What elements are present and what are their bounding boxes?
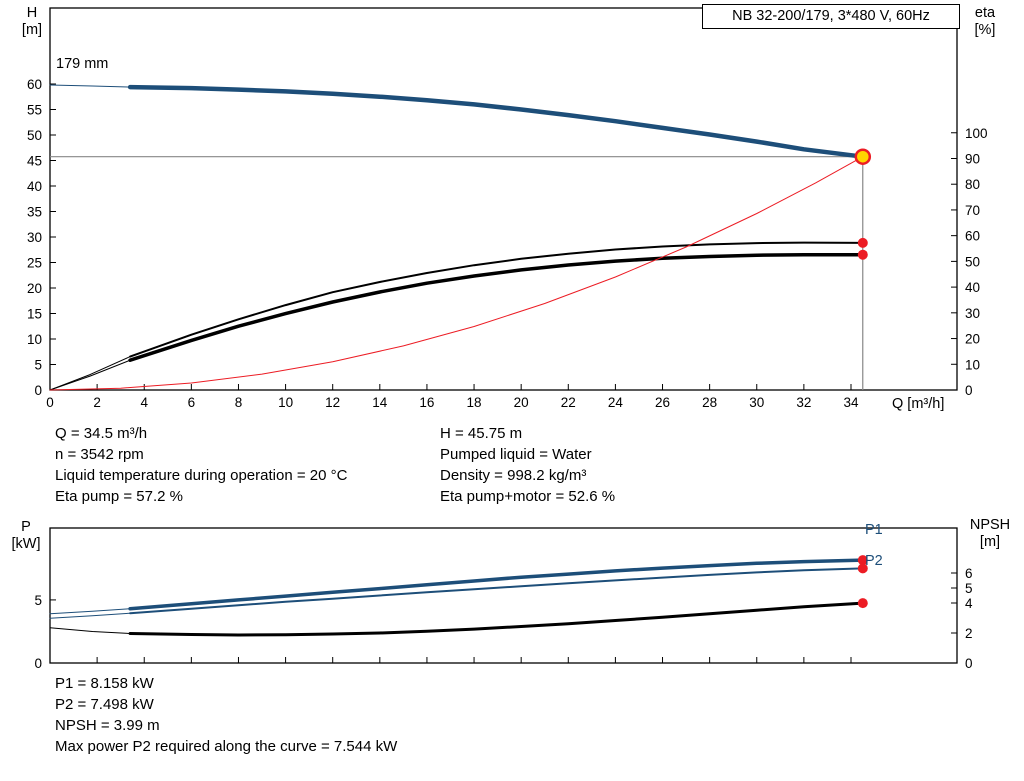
y-left-tick-label: 25 bbox=[27, 255, 42, 270]
y-right-tick-label: 0 bbox=[965, 383, 973, 398]
eta-pump-motor-curve bbox=[128, 252, 865, 362]
pump-title-box: NB 32-200/179, 3*480 V, 60Hz bbox=[702, 4, 960, 29]
p2-curve-label: P2 bbox=[865, 553, 883, 569]
y-left-tick-label: 60 bbox=[27, 77, 42, 92]
h-axis-label: H [m] bbox=[21, 5, 43, 38]
y-right-tick-label: 10 bbox=[965, 357, 980, 372]
system-curve bbox=[49, 156, 864, 391]
y-left-tick-label: 35 bbox=[27, 204, 42, 219]
npsh-point bbox=[857, 598, 868, 609]
y-left-tick-label: 45 bbox=[27, 153, 42, 168]
y-left-tick-label: 55 bbox=[27, 102, 42, 117]
y-left-tick-label: 50 bbox=[27, 128, 42, 143]
x-tick-label: 4 bbox=[140, 395, 148, 410]
x-tick-label: 2 bbox=[93, 395, 101, 410]
eta-pump-motor-curve-lead bbox=[49, 359, 131, 391]
p2-value: P2 = 7.498 kW bbox=[55, 696, 154, 713]
head-curve-lead bbox=[49, 84, 131, 88]
y-right-tick-label: 4 bbox=[965, 596, 973, 611]
speed-value: n = 3542 rpm bbox=[55, 446, 144, 463]
y-left-tick-label: 0 bbox=[34, 656, 42, 671]
y-left-tick-label: 0 bbox=[34, 383, 42, 398]
p1-point bbox=[857, 555, 868, 566]
power-data-block: P1 = 8.158 kW P2 = 7.498 kW NPSH = 3.99 … bbox=[55, 673, 397, 757]
y-right-tick-label: 5 bbox=[965, 581, 973, 596]
y-left-tick-label: 5 bbox=[34, 593, 42, 608]
p2-curve bbox=[129, 567, 864, 615]
p1-curve bbox=[128, 558, 865, 611]
p1-curve-label: P1 bbox=[865, 522, 883, 538]
density-value: Density = 998.2 kg/m³ bbox=[440, 467, 587, 484]
y-right-tick-label: 90 bbox=[965, 151, 980, 166]
p2-curve-lead bbox=[49, 612, 131, 619]
npsh-axis-label: NPSH [m] bbox=[969, 517, 1011, 550]
p1-value: P1 = 8.158 kW bbox=[55, 675, 154, 692]
head-curve bbox=[127, 84, 866, 159]
y-right-tick-label: 30 bbox=[965, 306, 980, 321]
y-right-tick-label: 70 bbox=[965, 203, 980, 218]
y-left-tick-label: 15 bbox=[27, 306, 42, 321]
y-right-tick-label: 80 bbox=[965, 177, 980, 192]
p2-point bbox=[857, 563, 868, 574]
eta-pump-curve bbox=[129, 241, 864, 358]
x-tick-label: 32 bbox=[796, 395, 811, 410]
x-tick-label: 20 bbox=[514, 395, 529, 410]
eta-pump-curve-lead bbox=[49, 356, 131, 391]
eta-pump-motor-value: Eta pump+motor = 52.6 % bbox=[440, 488, 616, 505]
operating-data-right-column: H = 45.75 m Pumped liquid = Water Densit… bbox=[440, 423, 615, 507]
x-tick-label: 26 bbox=[655, 395, 670, 410]
x-tick-label: 14 bbox=[372, 395, 388, 410]
npsh-curve bbox=[128, 601, 865, 637]
eta-pump-point bbox=[857, 237, 868, 248]
power-npsh-chart-frame bbox=[49, 527, 958, 664]
y-right-tick-label: 50 bbox=[965, 254, 980, 269]
y-right-tick-label: 60 bbox=[965, 229, 980, 244]
x-tick-label: 30 bbox=[749, 395, 764, 410]
x-tick-label: 24 bbox=[608, 395, 624, 410]
x-tick-label: 6 bbox=[188, 395, 196, 410]
impeller-diameter-label: 179 mm bbox=[56, 56, 109, 72]
y-right-tick-label: 6 bbox=[965, 566, 973, 581]
duty-point bbox=[854, 148, 872, 165]
y-left-tick-label: 40 bbox=[27, 179, 42, 194]
x-tick-label: 28 bbox=[702, 395, 717, 410]
qh-chart-frame bbox=[49, 7, 958, 391]
p1-curve-lead bbox=[49, 608, 131, 615]
x-tick-label: 12 bbox=[325, 395, 340, 410]
y-left-tick-label: 30 bbox=[27, 230, 42, 245]
y-left-tick-label: 20 bbox=[27, 281, 42, 296]
y-left-tick-label: 5 bbox=[34, 357, 42, 372]
x-tick-label: 8 bbox=[235, 395, 243, 410]
operating-data-left-column: Q = 34.5 m³/h n = 3542 rpm Liquid temper… bbox=[55, 423, 347, 507]
flow-value: Q = 34.5 m³/h bbox=[55, 425, 148, 442]
max-power-value: Max power P2 required along the curve = … bbox=[55, 738, 398, 755]
eta-pump-value: Eta pump = 57.2 % bbox=[55, 488, 183, 505]
q-axis-label: Q [m³/h] bbox=[892, 396, 945, 412]
p-axis-label: P [kW] bbox=[11, 519, 41, 552]
x-tick-label: 16 bbox=[419, 395, 434, 410]
npsh-curve-lead bbox=[49, 627, 131, 634]
eta-axis-label: eta [%] bbox=[974, 5, 996, 38]
x-tick-label: 34 bbox=[843, 395, 859, 410]
y-right-tick-label: 40 bbox=[965, 280, 980, 295]
npsh-value: NPSH = 3.99 m bbox=[55, 717, 160, 734]
liquid-temperature-value: Liquid temperature during operation = 20… bbox=[55, 467, 348, 484]
pumped-liquid-value: Pumped liquid = Water bbox=[440, 446, 592, 463]
y-left-tick-label: 10 bbox=[27, 332, 42, 347]
y-right-tick-label: 100 bbox=[965, 126, 988, 141]
head-value: H = 45.75 m bbox=[440, 425, 523, 442]
y-right-tick-label: 20 bbox=[965, 332, 980, 347]
y-right-tick-label: 0 bbox=[965, 656, 973, 671]
y-right-tick-label: 2 bbox=[965, 626, 973, 641]
x-tick-label: 22 bbox=[561, 395, 576, 410]
x-tick-label: 18 bbox=[467, 395, 482, 410]
x-tick-label: 0 bbox=[46, 395, 54, 410]
x-tick-label: 10 bbox=[278, 395, 293, 410]
eta-pump-motor-point bbox=[857, 249, 868, 260]
